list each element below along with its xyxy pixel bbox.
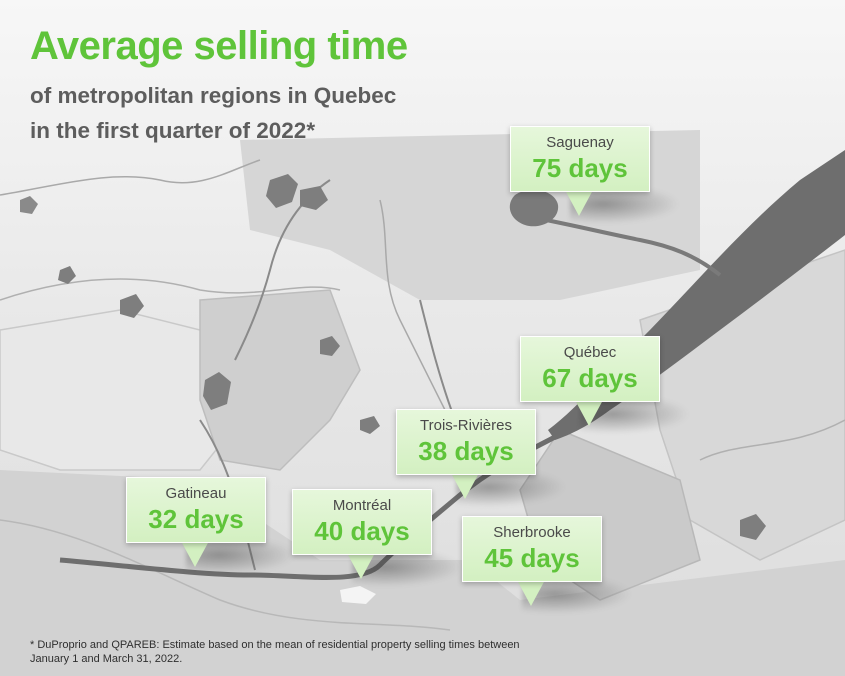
region-name: Trois-Rivières: [420, 417, 512, 434]
marker-pointer: [517, 580, 545, 606]
footnote-line: January 1 and March 31, 2022.: [30, 653, 183, 665]
region-marker-trois-rivieres: Trois-Rivières 38 days: [396, 409, 566, 519]
boundary-line: [0, 519, 451, 631]
marker-pointer: [451, 473, 479, 499]
region-marker-saguenay: Saguenay 75 days: [510, 126, 680, 236]
lake: [740, 514, 766, 540]
marker-label-box: Saguenay 75 days: [510, 126, 650, 192]
lake: [340, 586, 376, 604]
source-footnote: * DuProprio and QPAREB: Estimate based o…: [30, 638, 520, 666]
marker-pointer: [565, 190, 593, 216]
marker-label-box: Montréal 40 days: [292, 489, 432, 555]
subtitle-line: of metropolitan regions in Quebec: [30, 83, 397, 108]
page-title: Average selling time: [30, 24, 408, 68]
lake: [20, 196, 38, 214]
footnote-line: * DuProprio and QPAREB: Estimate based o…: [30, 639, 520, 651]
region-days: 32 days: [148, 504, 244, 534]
region-days: 45 days: [484, 543, 580, 573]
region-marker-montreal: Montréal 40 days: [292, 489, 462, 599]
region-marker-quebec: Québec 67 days: [520, 336, 690, 446]
lake: [203, 372, 231, 410]
lake: [320, 336, 340, 356]
marker-label-box: Québec 67 days: [520, 336, 660, 402]
lake: [300, 186, 328, 210]
region-marker-sherbrooke: Sherbrooke 45 days: [462, 516, 632, 626]
land-region-central: [199, 289, 361, 471]
boundary-line: [699, 419, 845, 461]
saguenay-river: [519, 213, 722, 277]
marker-label-box: Gatineau 32 days: [126, 477, 266, 543]
region-name: Gatineau: [165, 485, 227, 502]
region-name: Saguenay: [546, 134, 614, 151]
region-days: 38 days: [418, 436, 514, 466]
marker-pointer: [181, 541, 209, 567]
region-name: Québec: [563, 344, 617, 361]
region-days: 75 days: [532, 153, 628, 183]
lake: [120, 294, 144, 318]
marker-pointer: [575, 400, 603, 426]
lake: [360, 416, 380, 434]
marker-label-box: Sherbrooke 45 days: [462, 516, 602, 582]
lake: [58, 266, 76, 284]
lake: [266, 174, 298, 208]
region-name: Sherbrooke: [493, 524, 571, 541]
region-days: 40 days: [314, 516, 410, 546]
lac-saint-jean: [509, 189, 559, 227]
marker-pointer: [347, 553, 375, 579]
region-marker-gatineau: Gatineau 32 days: [126, 477, 296, 587]
subtitle-line: in the first quarter of 2022*: [30, 118, 316, 143]
boundary-line: [0, 278, 341, 301]
region-days: 67 days: [542, 363, 638, 393]
boundary-line: [379, 199, 461, 441]
boundary-line: [0, 159, 261, 196]
region-name: Montréal: [332, 497, 392, 514]
page-subtitle: of metropolitan regions in Quebec in the…: [30, 78, 396, 148]
marker-label-box: Trois-Rivières 38 days: [396, 409, 536, 475]
